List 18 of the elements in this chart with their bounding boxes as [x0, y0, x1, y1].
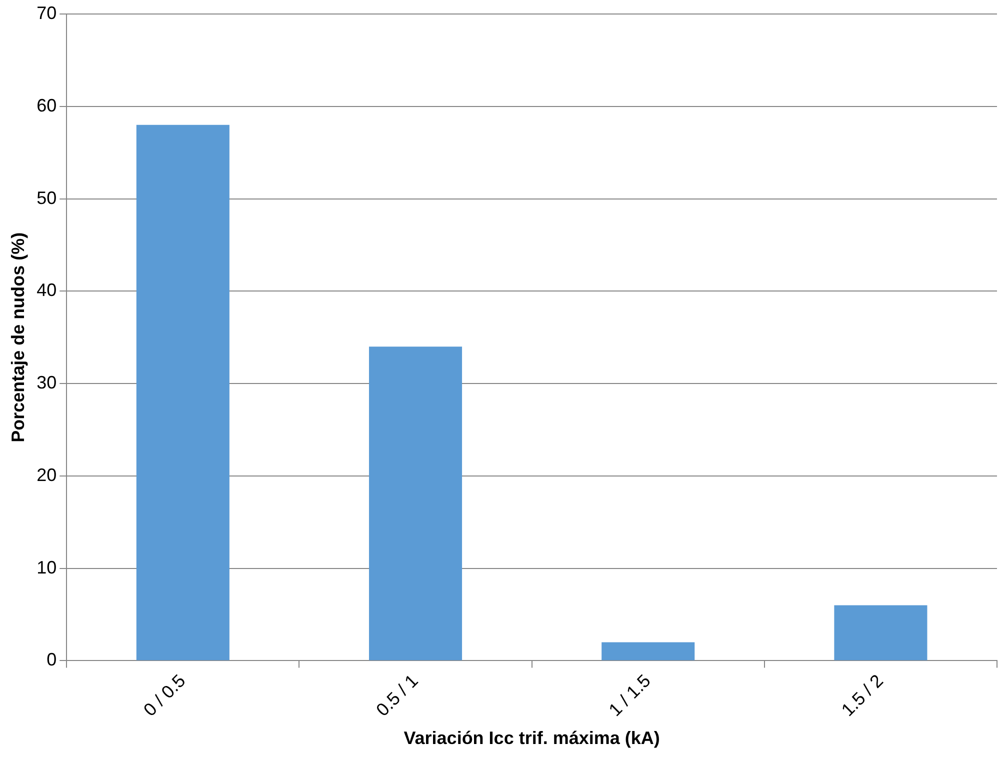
- bar: [136, 124, 230, 660]
- y-tick-label: 60: [36, 95, 57, 116]
- y-tick-label: 0: [46, 650, 57, 670]
- bar: [602, 642, 695, 660]
- y-tick-label: 30: [36, 372, 57, 393]
- x-tick-label: 0.5 / 1: [372, 670, 422, 720]
- y-tick-label: 10: [36, 557, 57, 578]
- y-axis-title: Porcentaje de nudos (%): [8, 232, 28, 442]
- x-tick-label: 1.5 / 2: [838, 670, 888, 720]
- bar: [834, 605, 928, 660]
- y-tick-label: 20: [36, 464, 57, 485]
- y-tick-label: 70: [36, 2, 57, 23]
- x-axis-title: Variación Icc trif. máxima (kA): [404, 728, 660, 748]
- bar: [368, 346, 462, 660]
- y-tick-label: 40: [36, 280, 57, 300]
- x-tick-label: 0 / 0.5: [140, 670, 190, 720]
- x-tick-label: 1 / 1.5: [604, 670, 654, 720]
- y-tick-label: 50: [36, 188, 57, 208]
